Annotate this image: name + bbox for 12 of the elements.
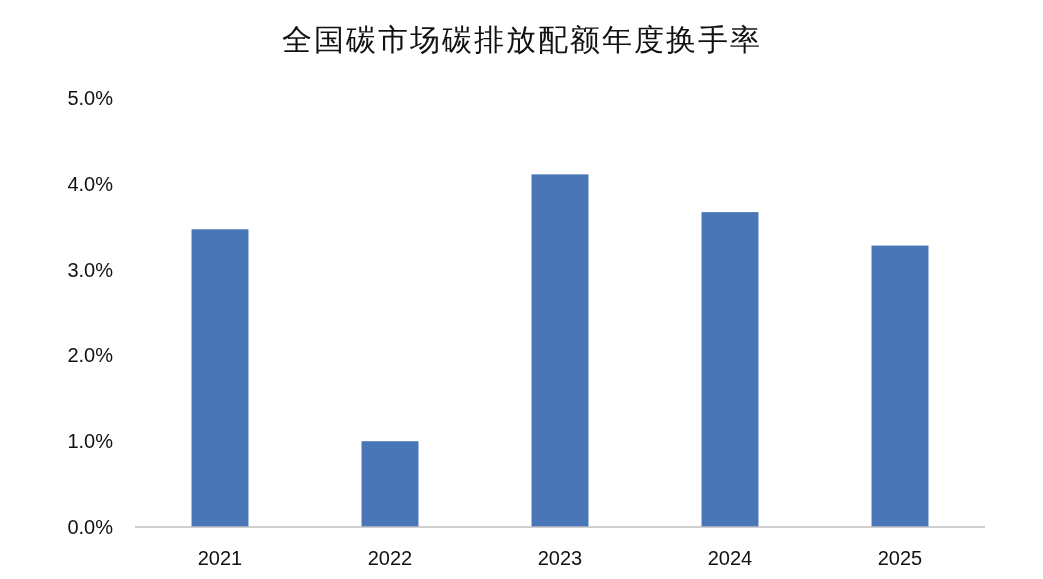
- x-tick-label: 2023: [537, 547, 583, 569]
- x-tick-label: 2022: [367, 547, 413, 569]
- y-tick-label: 1.0%: [67, 430, 114, 453]
- y-tick-label: 0.0%: [67, 516, 114, 538]
- y-tick-label: 5.0%: [67, 87, 114, 109]
- y-tick-label: 2.0%: [67, 344, 114, 367]
- y-tick-label: 4.0%: [67, 172, 114, 195]
- x-tick-label: 2025: [877, 547, 923, 569]
- y-tick-label: 3.0%: [67, 258, 114, 281]
- x-tick-label: 2024: [707, 547, 753, 569]
- x-tick-label: 2021: [197, 547, 243, 569]
- chart-title: 全国碳市场碳排放配额年度换手率: [281, 22, 762, 57]
